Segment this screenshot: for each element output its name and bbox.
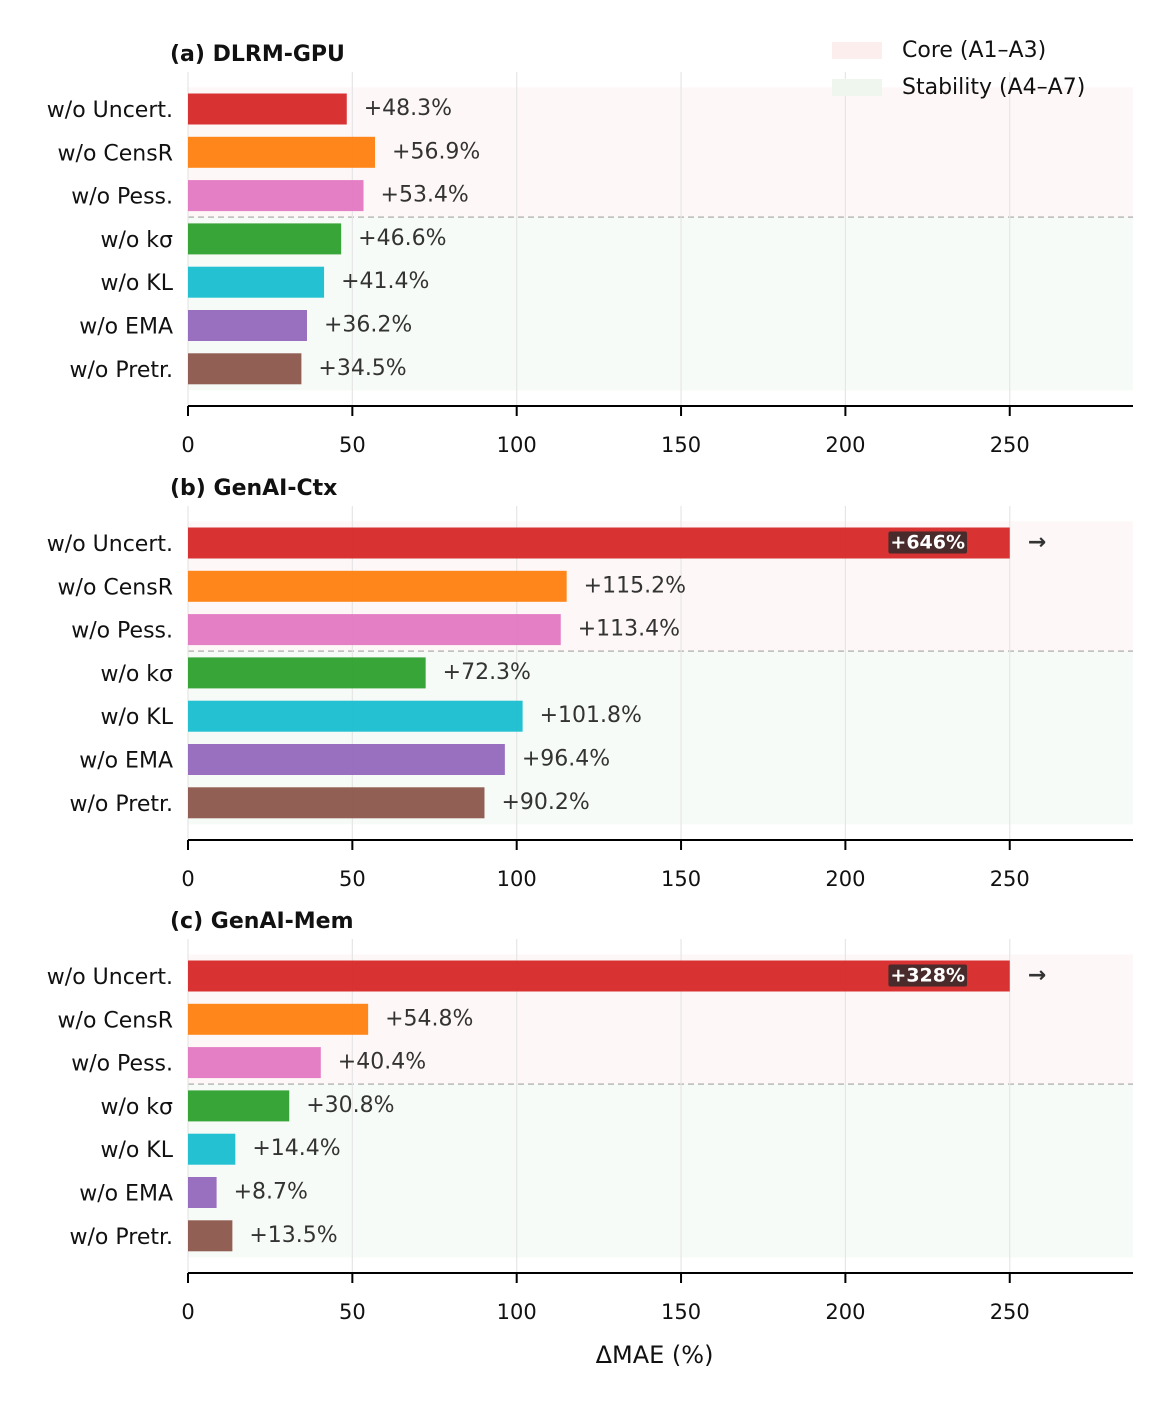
value-label: +646% (890, 532, 965, 554)
label-box (888, 531, 968, 554)
bar (188, 223, 342, 255)
x-tick-label: 250 (990, 867, 1030, 891)
y-tick-label: w/o Pretr. (70, 358, 173, 383)
value-label: +14.4% (252, 1136, 340, 1161)
bar (188, 353, 302, 385)
y-tick-label: w/o EMA (79, 1182, 173, 1207)
y-tick-label: w/o kσ (100, 662, 173, 687)
bar (188, 93, 347, 125)
y-tick-label: w/o Uncert. (47, 532, 173, 557)
x-tick-label: 150 (661, 867, 701, 891)
x-tick-label: 100 (497, 433, 537, 457)
x-tick-label: 50 (339, 867, 366, 891)
x-tick-label: 100 (497, 867, 537, 891)
label-box (888, 964, 968, 987)
x-tick-label: 0 (181, 1300, 194, 1324)
bar (188, 136, 376, 168)
bar (188, 1047, 321, 1079)
x-tick-label: 200 (825, 1300, 865, 1324)
x-tick-label: 200 (825, 867, 865, 891)
y-tick-label: w/o EMA (79, 749, 173, 774)
x-tick-label: 50 (339, 433, 366, 457)
bar (188, 1220, 233, 1252)
value-label: +72.3% (443, 660, 531, 685)
x-tick-label: 250 (990, 433, 1030, 457)
group-band (188, 217, 1133, 391)
group-band (188, 1084, 1133, 1258)
value-label: +48.3% (364, 96, 452, 121)
value-label: +115.2% (584, 573, 686, 598)
bar (188, 744, 505, 775)
value-label: +36.2% (324, 313, 412, 338)
x-tick-label: 200 (825, 433, 865, 457)
bar (188, 700, 523, 732)
y-tick-label: w/o CensR (58, 1008, 173, 1033)
y-tick-label: w/o EMA (79, 315, 173, 340)
value-label: +96.4% (522, 747, 610, 772)
legend-swatch (832, 42, 882, 59)
y-tick-label: w/o CensR (58, 575, 173, 600)
bar (188, 310, 307, 341)
y-tick-label: w/o KL (100, 1138, 173, 1163)
y-tick-label: w/o Uncert. (47, 98, 173, 123)
x-tick-label: 0 (181, 867, 194, 891)
bar (188, 657, 426, 689)
x-tick-label: 150 (661, 1300, 701, 1324)
x-tick-label: 0 (181, 433, 194, 457)
value-label: +54.8% (385, 1006, 473, 1031)
bar (188, 527, 1010, 559)
bar (188, 1090, 290, 1122)
value-label: +101.8% (540, 703, 642, 728)
x-tick-label: 100 (497, 1300, 537, 1324)
value-label: +40.4% (338, 1050, 426, 1075)
value-label: +328% (890, 965, 965, 987)
x-axis-label: ΔMAE (%) (596, 1341, 714, 1369)
y-tick-label: w/o KL (100, 705, 173, 730)
y-tick-label: w/o CensR (58, 141, 173, 166)
y-tick-label: w/o Uncert. (47, 965, 173, 990)
bar (188, 1003, 369, 1035)
value-label: +90.2% (501, 790, 589, 815)
bar (188, 1177, 217, 1208)
chart-title: (c) GenAI-Mem (170, 909, 354, 934)
bar (188, 614, 561, 646)
y-tick-label: w/o Pess. (71, 185, 173, 210)
y-tick-label: w/o kσ (100, 228, 173, 253)
y-tick-label: w/o Pretr. (70, 792, 173, 817)
y-tick-label: w/o Pess. (71, 619, 173, 644)
value-label: +41.4% (341, 269, 429, 294)
y-tick-label: w/o Pretr. (70, 1225, 173, 1250)
overflow-arrow: → (1028, 530, 1046, 555)
value-label: +13.5% (249, 1223, 337, 1248)
value-label: +53.4% (381, 183, 469, 208)
bar (188, 787, 485, 819)
bar (188, 960, 1010, 992)
value-label: +46.6% (358, 226, 446, 251)
legend-label: Stability (A4–A7) (902, 75, 1085, 100)
bar (188, 180, 364, 212)
bar (188, 266, 325, 298)
x-tick-label: 50 (339, 1300, 366, 1324)
x-tick-label: 150 (661, 433, 701, 457)
bar (188, 570, 567, 602)
overflow-arrow: → (1028, 963, 1046, 988)
value-label: +56.9% (392, 139, 480, 164)
legend-swatch (832, 79, 882, 96)
chart-title: (b) GenAI-Ctx (170, 476, 337, 501)
y-tick-label: w/o kσ (100, 1095, 173, 1120)
value-label: +34.5% (318, 356, 406, 381)
value-label: +113.4% (578, 617, 680, 642)
x-tick-label: 250 (990, 1300, 1030, 1324)
y-tick-label: w/o Pess. (71, 1052, 173, 1077)
y-tick-label: w/o KL (100, 271, 173, 296)
chart-title: (a) DLRM-GPU (170, 42, 345, 67)
bar (188, 1133, 236, 1165)
value-label: +8.7% (234, 1180, 308, 1205)
value-label: +30.8% (306, 1093, 394, 1118)
legend-label: Core (A1–A3) (902, 38, 1046, 63)
